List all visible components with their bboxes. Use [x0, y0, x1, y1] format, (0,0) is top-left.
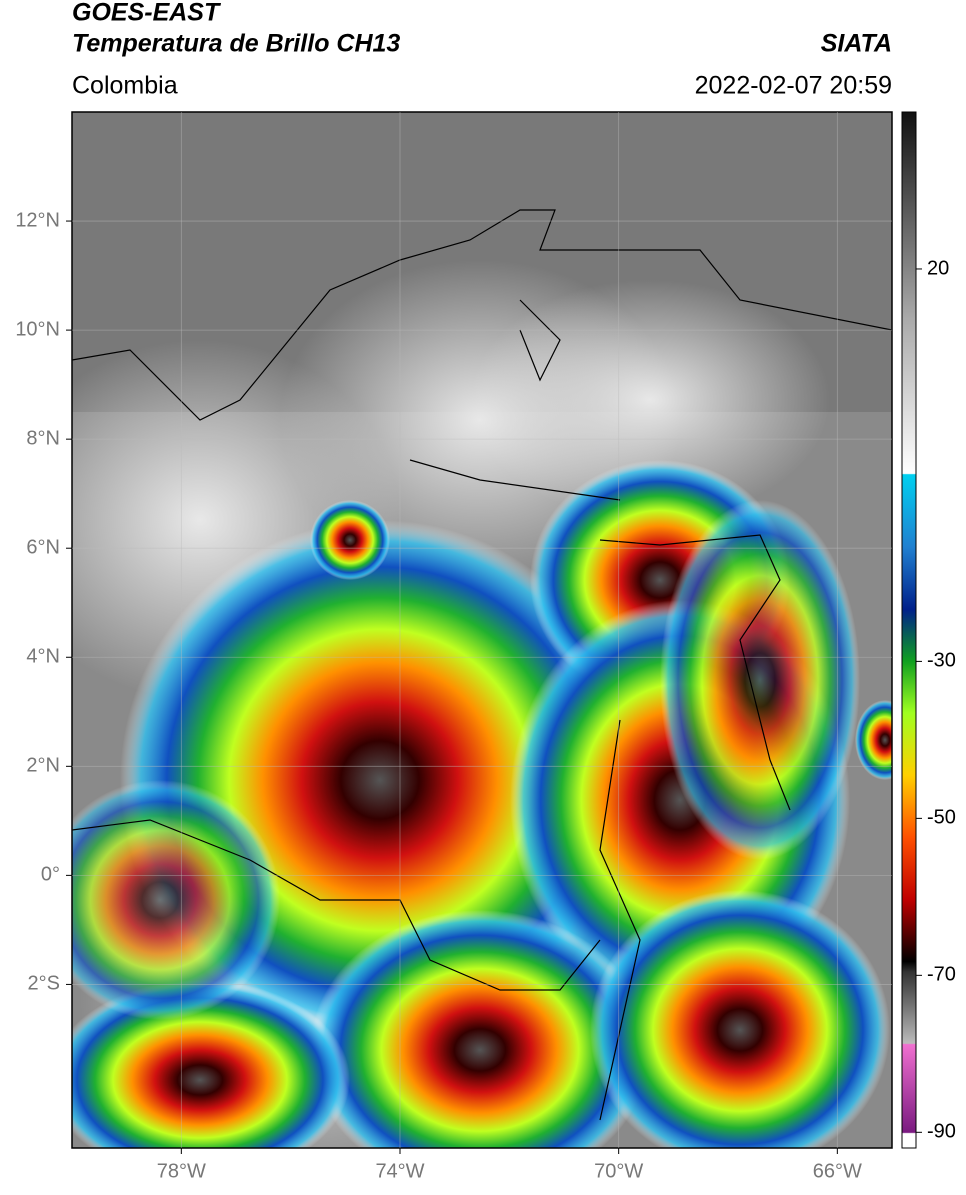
colorbar-tick-label: -70	[927, 964, 956, 986]
colorbar-tick-label: -30	[927, 650, 956, 672]
colorbar-tick-label: -50	[927, 807, 956, 829]
y-tick-label: 0°	[41, 864, 60, 886]
y-tick-label: 6°N	[26, 536, 60, 558]
x-tick-label: 74°W	[375, 1160, 424, 1182]
colorbar-tick-label: 20	[927, 257, 949, 279]
colorbar	[901, 111, 917, 1149]
x-tick-label: 66°W	[813, 1160, 862, 1182]
y-tick-label: 8°N	[26, 427, 60, 449]
map-frame	[71, 111, 893, 1149]
title: GOES-EAST	[72, 0, 222, 27]
source: SIATA	[821, 30, 892, 58]
subtitle: Temperatura de Brillo CH13	[72, 30, 400, 58]
y-tick-label: 12°N	[15, 209, 60, 231]
region: Colombia	[72, 72, 178, 100]
x-tick-label: 70°W	[594, 1160, 643, 1182]
y-tick-label: 2°N	[26, 755, 60, 777]
y-tick-label: 2°S	[28, 973, 60, 995]
colorbar-tick-label: -90	[927, 1121, 956, 1143]
satellite-image	[72, 112, 892, 1148]
datetime: 2022-02-07 20:59	[695, 72, 892, 100]
y-tick-label: 10°N	[15, 318, 60, 340]
y-tick-label: 4°N	[26, 646, 60, 668]
x-tick-label: 78°W	[157, 1160, 206, 1182]
